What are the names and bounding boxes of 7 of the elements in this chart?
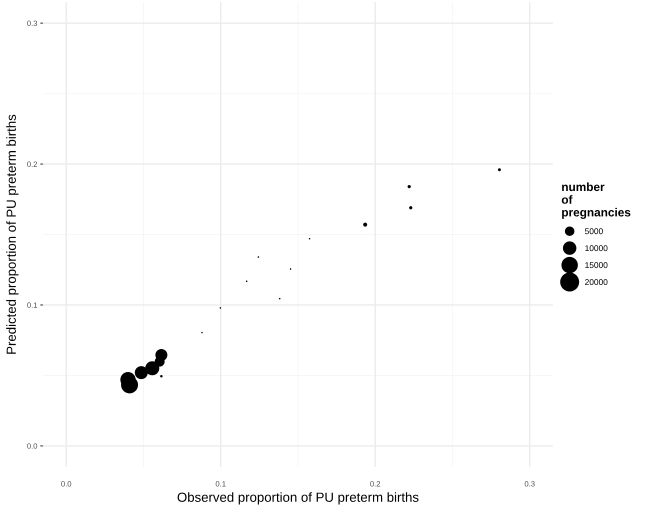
y-axis-title: Predicted proportion of PU preterm births	[6, 114, 19, 354]
legend-label: 10000	[585, 245, 608, 252]
x-axis-title: Observed proportion of PU preterm births	[178, 492, 418, 505]
legend-label: 20000	[585, 279, 608, 285]
legend-label: 15000	[585, 262, 608, 268]
legend-label: 5000	[584, 228, 603, 234]
legend-title: number of pregnancies	[562, 182, 630, 219]
